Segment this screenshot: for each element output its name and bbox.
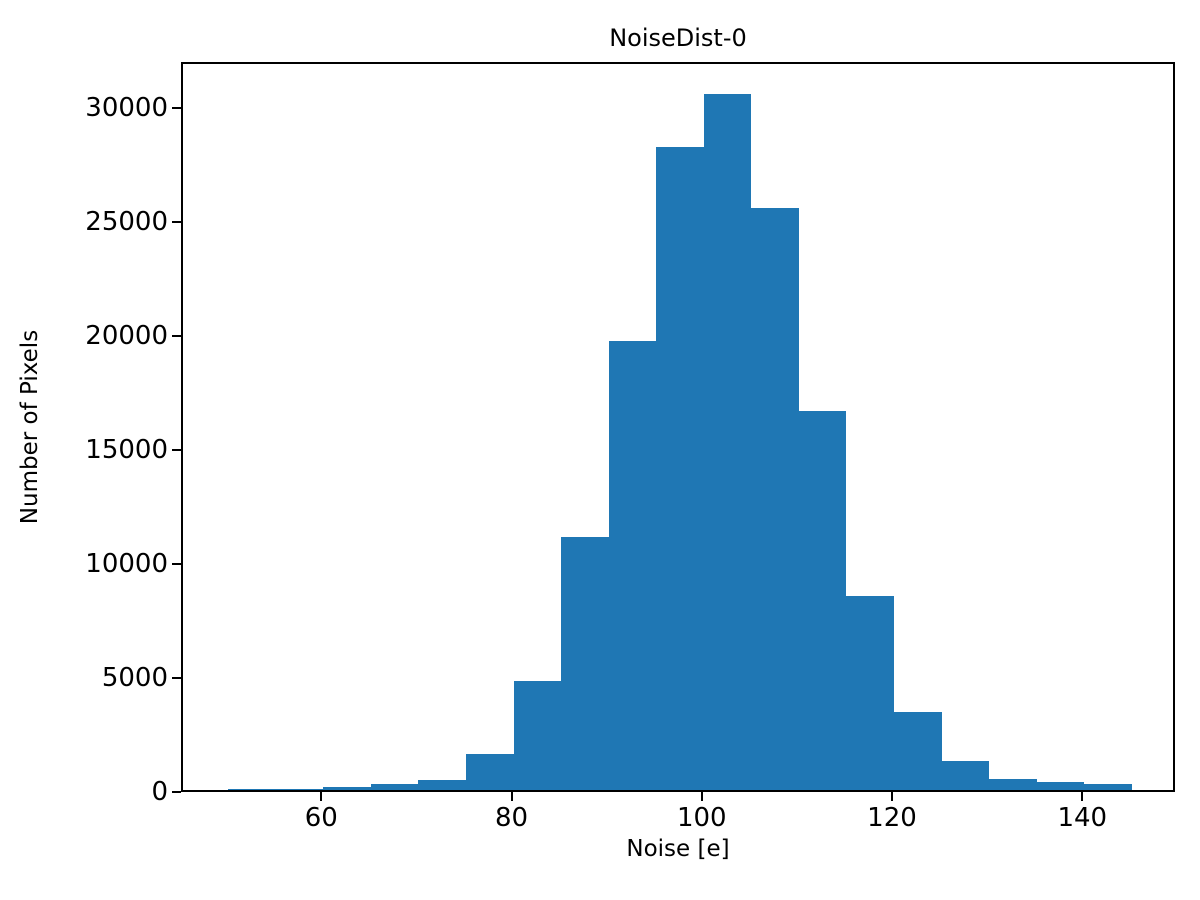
histogram-bar — [894, 712, 942, 790]
x-tick-label: 120 — [867, 803, 917, 833]
histogram-bar — [465, 753, 514, 790]
histogram-bar — [989, 778, 1037, 790]
y-tick-label: 5000 — [101, 662, 168, 693]
histogram-bar — [846, 596, 894, 790]
x-tick-label: 140 — [1057, 803, 1108, 833]
y-tick-label: 0 — [151, 777, 168, 807]
histogram-bar — [513, 680, 562, 790]
x-axis-label: Noise [e] — [626, 836, 730, 862]
y-tick-label: 20000 — [85, 320, 168, 351]
x-tick-label: 60 — [304, 803, 338, 833]
histogram-bar — [323, 787, 371, 790]
chart-title: NoiseDist-0 — [609, 24, 747, 52]
y-tick-mark — [172, 334, 181, 337]
y-tick-label: 10000 — [85, 548, 168, 579]
x-tick-label: 80 — [494, 803, 529, 833]
x-tick-label: 100 — [676, 803, 727, 833]
histogram-bar — [275, 788, 324, 790]
y-tick-mark — [172, 676, 181, 679]
y-axis-label: Number of Pixels — [17, 329, 43, 525]
y-tick-mark — [172, 106, 181, 109]
histogram-bar — [656, 146, 704, 790]
y-tick-label: 15000 — [85, 434, 168, 465]
histogram-bar — [1084, 784, 1132, 790]
histogram-bar — [941, 761, 990, 790]
x-tick-mark — [320, 792, 323, 801]
y-tick-mark — [172, 791, 181, 793]
histogram-bar — [751, 208, 799, 790]
y-tick-label: 30000 — [85, 92, 168, 123]
histogram-bar — [228, 789, 276, 790]
x-tick-mark — [700, 792, 703, 801]
plot-area — [181, 62, 1175, 792]
y-tick-mark — [172, 220, 181, 223]
x-tick-mark — [891, 792, 893, 801]
y-tick-label: 25000 — [85, 206, 168, 237]
y-tick-mark — [172, 448, 181, 451]
x-tick-mark — [510, 792, 513, 801]
histogram-bar — [418, 779, 466, 790]
y-tick-mark — [172, 562, 181, 565]
histogram-bar — [561, 536, 609, 790]
histogram-bar — [608, 340, 657, 790]
histogram-bar — [370, 784, 419, 790]
histogram-bar — [1036, 782, 1085, 790]
x-tick-mark — [1081, 792, 1084, 801]
histogram-bar — [703, 94, 752, 790]
histogram-bar — [798, 411, 847, 790]
